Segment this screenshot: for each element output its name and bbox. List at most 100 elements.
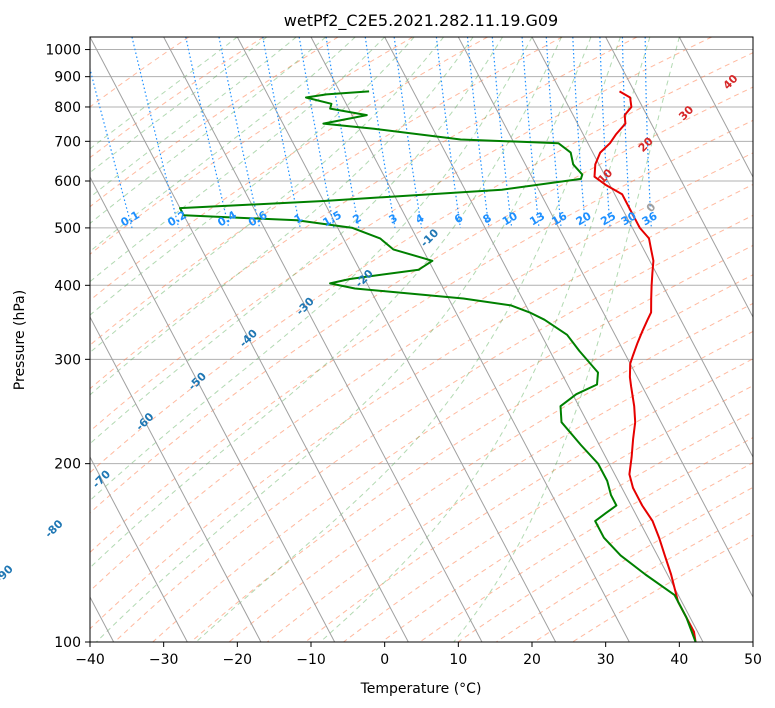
mixing-ratio-label: 0.6 (246, 208, 270, 229)
y-tick-label: 200 (54, 457, 81, 473)
y-tick-label: 600 (54, 174, 81, 190)
dry-adiabat-line (114, 214, 753, 642)
isotherm-line (605, 37, 753, 319)
moist-adiabat-line (90, 37, 503, 445)
mixing-ratio-label: 16 (550, 209, 570, 228)
moist-adiabat-line (90, 37, 533, 502)
mixing-ratio-label: 1 (292, 211, 305, 226)
isotherm-line (457, 37, 753, 599)
line-labels: -100-90-80-70-60-50-40-30-20-100.10.20.4… (0, 72, 741, 586)
background-lines (90, 37, 753, 642)
isotherm-label: -70 (90, 467, 113, 490)
isotherm-line (90, 315, 262, 642)
dry-adiabat-line (90, 37, 638, 390)
y-tick-label: 1000 (45, 43, 81, 59)
dry-adiabat-line (90, 52, 753, 474)
x-tick-label: 0 (380, 652, 389, 668)
x-tick-label: −40 (75, 652, 105, 668)
isotherm-line (163, 37, 483, 642)
y-tick-label: 500 (54, 221, 81, 237)
x-tick-label: 20 (523, 652, 541, 668)
mixing-ratio-line (644, 37, 652, 228)
mixing-ratio-label: 0.2 (165, 208, 188, 229)
isotherm-line (310, 37, 630, 642)
isotherm-line (752, 37, 753, 39)
moist-adiabat-line (90, 37, 238, 150)
mixing-ratio-line (621, 37, 632, 228)
dry-adiabat-line (419, 437, 753, 642)
mixing-ratio-line (545, 37, 562, 228)
isotherm-label: -60 (133, 410, 156, 433)
y-tick-label: 400 (54, 278, 81, 294)
dry-adiabat-line (305, 358, 753, 642)
isotherm-line (90, 37, 409, 642)
isotherm-label: -90 (0, 562, 16, 585)
isotherm-line (90, 175, 336, 642)
mixing-ratio-label: 0.4 (215, 208, 239, 229)
mixing-ratio-line (90, 66, 133, 229)
isotherm-line (678, 37, 753, 179)
moist-adiabat-line (319, 37, 651, 642)
dry-adiabat-line (90, 37, 712, 432)
moist-adiabat-line (90, 37, 356, 252)
dry-adiabat-label: 30 (676, 103, 696, 123)
temperature-profile-line (593, 90, 697, 642)
mixing-ratio-label: 4 (413, 211, 426, 226)
dry-adiabat-line (228, 302, 753, 642)
mixing-ratio-label: 13 (527, 209, 547, 228)
x-tick-label: −10 (296, 652, 326, 668)
x-tick-label: 30 (597, 652, 615, 668)
moist-adiabat-line (453, 37, 680, 642)
dry-adiabat-line (190, 274, 753, 642)
dry-adiabat-line (90, 37, 264, 159)
y-axis-label: Pressure (hPa) (12, 290, 28, 390)
mixing-ratio-line (262, 37, 301, 229)
y-tick-label: 700 (54, 134, 81, 150)
profile-lines (179, 90, 697, 642)
dry-adiabat-line (534, 511, 753, 642)
isotherm-label: -20 (353, 267, 376, 290)
dry-adiabat-line (90, 37, 339, 208)
mixing-ratio-line (435, 37, 461, 228)
isotherm-line (90, 455, 188, 642)
dry-adiabat-line (343, 385, 753, 642)
x-axis-label: Temperature (°C) (360, 681, 482, 697)
moist-adiabat-line (95, 37, 592, 642)
dry-adiabat-line (90, 37, 414, 255)
mixing-ratio-label: 10 (500, 209, 520, 228)
isotherm-label: -30 (294, 295, 317, 318)
plot-frame (89, 36, 754, 643)
moist-adiabat-line (90, 37, 268, 174)
mixing-ratio-label: 3 (387, 211, 400, 226)
dry-adiabat-line (90, 119, 753, 554)
mixing-ratio-label: 30 (619, 209, 639, 228)
mixing-ratio-label: 25 (598, 209, 618, 228)
dry-adiabat-label: 10 (595, 166, 615, 186)
x-axis: −40 −30 −20 −10 0 10 20 30 40 50 (75, 642, 762, 668)
x-tick-label: 40 (670, 652, 688, 668)
y-tick-label: 800 (54, 100, 81, 116)
y-tick-label: 100 (54, 635, 81, 651)
dry-adiabat-line (90, 37, 190, 108)
mixing-ratio-line (185, 37, 230, 229)
mixing-ratio-label: 0.1 (119, 208, 142, 229)
moist-adiabat-line (90, 37, 562, 569)
dry-adiabat-line (90, 37, 488, 301)
moist-adiabat-line (90, 37, 415, 316)
mixing-ratio-label: 20 (574, 209, 594, 228)
dry-adiabat-line (266, 330, 753, 642)
mixing-ratio-line (131, 37, 180, 229)
moist-adiabat-line (90, 37, 297, 198)
isotherm-line (531, 37, 753, 459)
isotherm-label: -50 (186, 369, 209, 392)
y-axis: 1000 900 800 700 600 500 400 300 200 100 (45, 43, 90, 651)
moist-adiabat-line (90, 37, 386, 283)
moist-adiabat-line (90, 37, 444, 354)
y-tick-label: 900 (54, 70, 81, 86)
dry-adiabat-line (381, 411, 753, 642)
mixing-ratio-line (466, 37, 490, 228)
moist-adiabat-line (90, 37, 327, 224)
isotherm-label: -80 (42, 517, 65, 540)
x-tick-label: 10 (449, 652, 467, 668)
